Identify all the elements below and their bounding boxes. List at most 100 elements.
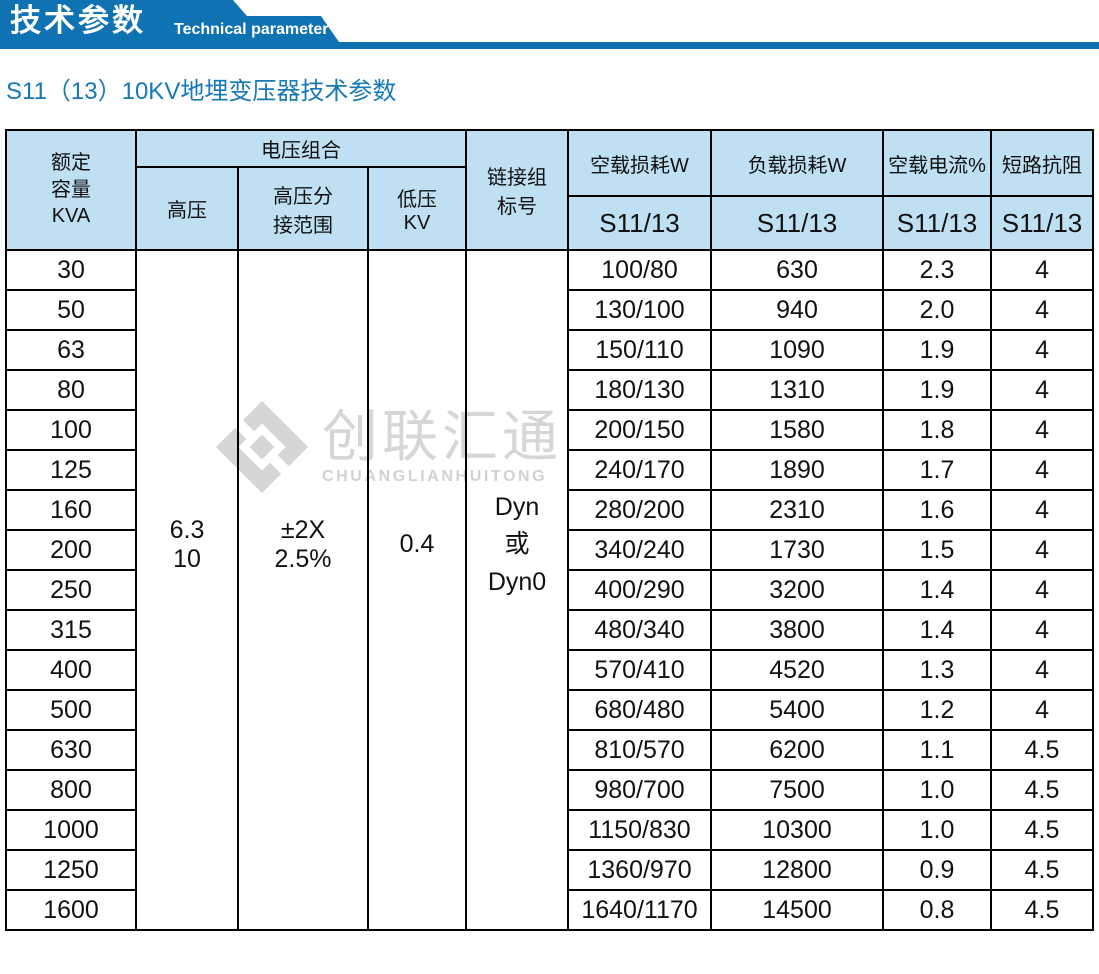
cell-no-load-loss: 480/340 <box>567 609 713 651</box>
cell-impedance: 4.5 <box>990 889 1095 931</box>
cell-capacity: 250 <box>5 569 137 611</box>
col-header-impedance-label: 短路抗阻 <box>993 132 1092 197</box>
table-row: 1600 1640/1170 14500 0.8 4.5 <box>5 889 1095 931</box>
cell-no-load-loss: 1640/1170 <box>567 889 713 931</box>
cell-impedance: 4.5 <box>990 729 1095 771</box>
cell-no-load-loss: 1360/970 <box>567 849 713 891</box>
table-row: 1000 1150/830 10300 1.0 4.5 <box>5 809 1095 851</box>
col-header-no-load-loss: 空载损耗W S11/13 <box>567 129 713 251</box>
cell-capacity: 30 <box>5 249 137 291</box>
merged-cell-vector-group: Dyn 或 Dyn0 <box>465 249 570 931</box>
cell-capacity: 500 <box>5 689 137 731</box>
table-row: 100 200/150 1580 1.8 4 <box>5 409 1095 451</box>
col-header-load-loss: 负载损耗W S11/13 <box>710 129 885 251</box>
cell-impedance: 4 <box>990 609 1095 651</box>
cell-capacity: 315 <box>5 609 137 651</box>
header-row-1: 额定 容量 KVA 电压组合 链接组 标号 空载损耗W S11/13 负载损耗W… <box>5 128 1095 251</box>
table-row: 500 680/480 5400 1.2 4 <box>5 689 1095 731</box>
cell-no-load-current: 1.9 <box>882 369 993 411</box>
cell-impedance: 4.5 <box>990 769 1095 811</box>
merged-cell-tap-range: ±2X 2.5% <box>237 249 369 931</box>
cell-load-loss: 5400 <box>710 689 885 731</box>
cell-no-load-current: 0.9 <box>882 849 993 891</box>
page-title: S11（13）10KV地埋变压器技术参数 <box>6 78 397 105</box>
col-header-no-load-loss-label: 空载损耗W <box>570 132 710 197</box>
col-header-tap-range: 高压分 接范围 <box>237 166 369 251</box>
cell-capacity: 630 <box>5 729 137 771</box>
cell-no-load-current: 1.1 <box>882 729 993 771</box>
cell-no-load-current: 2.0 <box>882 289 993 331</box>
col-subheader-model: S11/13 <box>1001 207 1083 238</box>
col-header-vector-group: 链接组 标号 <box>465 129 570 251</box>
cell-no-load-loss: 150/110 <box>567 329 713 371</box>
cell-no-load-loss: 130/100 <box>567 289 713 331</box>
cell-capacity: 200 <box>5 529 137 571</box>
cell-load-loss: 3800 <box>710 609 885 651</box>
cell-impedance: 4 <box>990 569 1095 611</box>
cell-load-loss: 940 <box>710 289 885 331</box>
col-header-voltage-group: 电压组合 <box>134 128 468 169</box>
cell-load-loss: 1090 <box>710 329 885 371</box>
col-subheader-model: S11/13 <box>599 207 680 238</box>
header-banner: 技术参数 Technical parameter <box>0 0 1099 50</box>
table-row: 630 810/570 6200 1.1 4.5 <box>5 729 1095 771</box>
cell-no-load-loss: 810/570 <box>567 729 713 771</box>
cell-load-loss: 630 <box>710 249 885 291</box>
col-header-impedance: 短路抗阻 S11/13 <box>990 129 1095 251</box>
cell-no-load-current: 1.7 <box>882 449 993 491</box>
cell-capacity: 80 <box>5 369 137 411</box>
cell-impedance: 4 <box>990 369 1095 411</box>
col-subheader-model: S11/13 <box>756 207 838 238</box>
cell-load-loss: 12800 <box>710 849 885 891</box>
cell-no-load-loss: 280/200 <box>567 489 713 531</box>
cell-impedance: 4 <box>990 649 1095 691</box>
cell-capacity: 160 <box>5 489 137 531</box>
banner-title-en: Technical parameter <box>174 21 329 38</box>
cell-impedance: 4 <box>990 689 1095 731</box>
cell-no-load-current: 1.4 <box>882 609 993 651</box>
cell-no-load-current: 1.0 <box>882 809 993 851</box>
cell-no-load-current: 1.6 <box>882 489 993 531</box>
col-header-no-load-current-label: 空载电流% <box>885 132 990 197</box>
cell-no-load-current: 2.3 <box>882 249 993 291</box>
cell-load-loss: 1730 <box>710 529 885 571</box>
table-row: 63 150/110 1090 1.9 4 <box>5 329 1095 371</box>
cell-impedance: 4 <box>990 529 1095 571</box>
cell-no-load-loss: 570/410 <box>567 649 713 691</box>
cell-no-load-current: 1.9 <box>882 329 993 371</box>
cell-no-load-current: 1.5 <box>882 529 993 571</box>
table-row: 80 180/130 1310 1.9 4 <box>5 369 1095 411</box>
cell-load-loss: 6200 <box>710 729 885 771</box>
cell-impedance: 4 <box>990 489 1095 531</box>
cell-impedance: 4 <box>990 329 1095 371</box>
table-row: 160 280/200 2310 1.6 4 <box>5 489 1095 531</box>
cell-no-load-loss: 200/150 <box>567 409 713 451</box>
header-row-2: 高压 高压分 接范围 低压 KV <box>6 166 1093 251</box>
table-row: 400 570/410 4520 1.3 4 <box>5 649 1095 691</box>
parameters-table: 额定 容量 KVA 电压组合 链接组 标号 空载损耗W S11/13 负载损耗W… <box>5 128 1095 931</box>
merged-cell-hv: 6.3 10 <box>135 249 239 931</box>
cell-impedance: 4 <box>990 289 1095 331</box>
cell-load-loss: 10300 <box>710 809 885 851</box>
cell-no-load-loss: 340/240 <box>567 529 713 571</box>
cell-capacity: 1250 <box>5 849 137 891</box>
cell-no-load-loss: 180/130 <box>567 369 713 411</box>
banner-ribbon-shape <box>0 0 1099 49</box>
cell-load-loss: 1310 <box>710 369 885 411</box>
table-row: 200 340/240 1730 1.5 4 <box>5 529 1095 571</box>
table-row: 800 980/700 7500 1.0 4.5 <box>5 769 1095 811</box>
table-body: 30 6.3 10 ±2X 2.5% 0.4 Dyn 或 Dyn0 100/80 630 2.… <box>5 249 1095 931</box>
cell-no-load-current: 1.2 <box>882 689 993 731</box>
cell-load-loss: 7500 <box>710 769 885 811</box>
cell-no-load-loss: 400/290 <box>567 569 713 611</box>
cell-no-load-current: 1.8 <box>882 409 993 451</box>
cell-capacity: 100 <box>5 409 137 451</box>
cell-no-load-current: 1.3 <box>882 649 993 691</box>
cell-no-load-current: 0.8 <box>882 889 993 931</box>
table-row: 250 400/290 3200 1.4 4 <box>5 569 1095 611</box>
cell-no-load-loss: 100/80 <box>567 249 713 291</box>
cell-no-load-current: 1.4 <box>882 569 993 611</box>
cell-no-load-current: 1.0 <box>882 769 993 811</box>
cell-load-loss: 1580 <box>710 409 885 451</box>
cell-impedance: 4.5 <box>990 849 1095 891</box>
